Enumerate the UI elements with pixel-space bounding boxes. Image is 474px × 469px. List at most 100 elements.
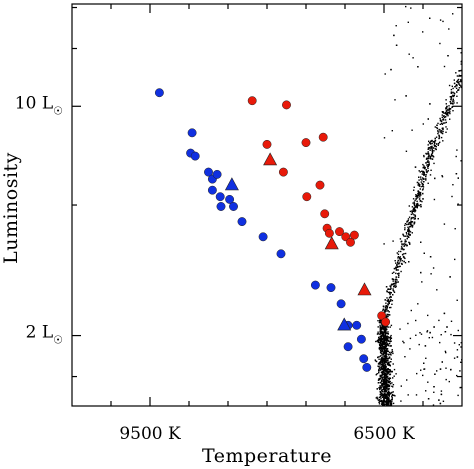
- star-point: [380, 397, 382, 399]
- star-point: [388, 394, 390, 396]
- star-point: [430, 140, 432, 142]
- star-point: [442, 122, 445, 124]
- star-point: [454, 258, 456, 261]
- star-point: [381, 338, 383, 340]
- star-point: [390, 337, 393, 339]
- star-point: [387, 368, 390, 371]
- star-point: [380, 382, 382, 384]
- star-point: [453, 357, 456, 359]
- star-point: [393, 290, 395, 292]
- star-point: [384, 389, 386, 392]
- star-point: [387, 361, 389, 364]
- star-point: [456, 102, 458, 104]
- star-point: [426, 157, 428, 160]
- star-point: [382, 394, 385, 397]
- star-point: [383, 391, 385, 393]
- star-point: [430, 273, 432, 275]
- blue-circle-point: [225, 194, 235, 204]
- star-point: [393, 271, 395, 273]
- star-point: [422, 177, 424, 179]
- star-point: [384, 375, 386, 377]
- star-point: [387, 336, 389, 338]
- star-point: [439, 141, 441, 143]
- star-point: [440, 393, 443, 396]
- star-point: [383, 352, 385, 354]
- star-point: [380, 399, 383, 402]
- star-point: [443, 312, 446, 315]
- star-point: [452, 91, 454, 94]
- star-point: [386, 359, 388, 362]
- star-point: [388, 384, 391, 387]
- star-point: [437, 144, 439, 146]
- star-point: [389, 291, 391, 293]
- star-point: [422, 173, 425, 175]
- star-point: [382, 370, 384, 372]
- star-point: [412, 213, 414, 215]
- star-point: [432, 156, 435, 158]
- star-point: [412, 210, 414, 212]
- star-point: [408, 242, 411, 244]
- star-point: [431, 158, 434, 160]
- data-points: [154, 88, 391, 372]
- star-point: [395, 266, 397, 268]
- star-point: [379, 342, 382, 345]
- star-point: [381, 342, 384, 344]
- star-point: [433, 140, 436, 143]
- star-point: [382, 332, 384, 334]
- star-point: [413, 209, 415, 211]
- star-point: [386, 348, 388, 350]
- star-point: [457, 78, 460, 81]
- star-point: [427, 165, 429, 167]
- star-point: [392, 352, 394, 355]
- star-point: [385, 360, 387, 362]
- blue-circle-point: [204, 167, 213, 177]
- star-point: [381, 393, 384, 396]
- star-point: [450, 333, 452, 336]
- star-point: [393, 368, 396, 371]
- star-point: [378, 356, 380, 358]
- star-point: [409, 234, 411, 236]
- star-point: [385, 367, 387, 369]
- star-point: [380, 400, 382, 403]
- star-point: [403, 260, 405, 263]
- star-point: [445, 351, 447, 354]
- star-point: [386, 384, 388, 387]
- blue-circle-point: [190, 151, 200, 161]
- plot-frame: [71, 3, 463, 407]
- star-point: [421, 200, 423, 203]
- star-point: [383, 137, 386, 139]
- star-point: [395, 276, 397, 278]
- star-point: [384, 345, 386, 348]
- star-point: [394, 286, 397, 288]
- star-point: [387, 371, 389, 373]
- star-point: [386, 310, 388, 312]
- star-point: [416, 195, 418, 198]
- star-point: [420, 194, 422, 196]
- star-point: [407, 229, 409, 231]
- star-point: [390, 354, 392, 356]
- star-point: [456, 349, 459, 351]
- star-point: [374, 360, 377, 362]
- star-point: [379, 385, 381, 387]
- star-point: [408, 216, 411, 218]
- star-point: [394, 260, 396, 262]
- star-point: [452, 110, 454, 112]
- star-point: [381, 379, 383, 381]
- star-point: [380, 395, 382, 397]
- star-point: [420, 333, 423, 335]
- star-point: [437, 142, 440, 145]
- star-point: [441, 123, 444, 125]
- star-point: [385, 356, 387, 359]
- star-point: [433, 144, 435, 146]
- star-point: [404, 257, 406, 260]
- star-point: [397, 269, 399, 271]
- star-point: [383, 337, 386, 339]
- star-point: [445, 103, 447, 105]
- star-point: [433, 145, 436, 147]
- star-point: [423, 154, 425, 157]
- star-point: [458, 74, 460, 77]
- star-point: [383, 327, 385, 330]
- star-point: [383, 338, 386, 340]
- star-point: [431, 139, 433, 142]
